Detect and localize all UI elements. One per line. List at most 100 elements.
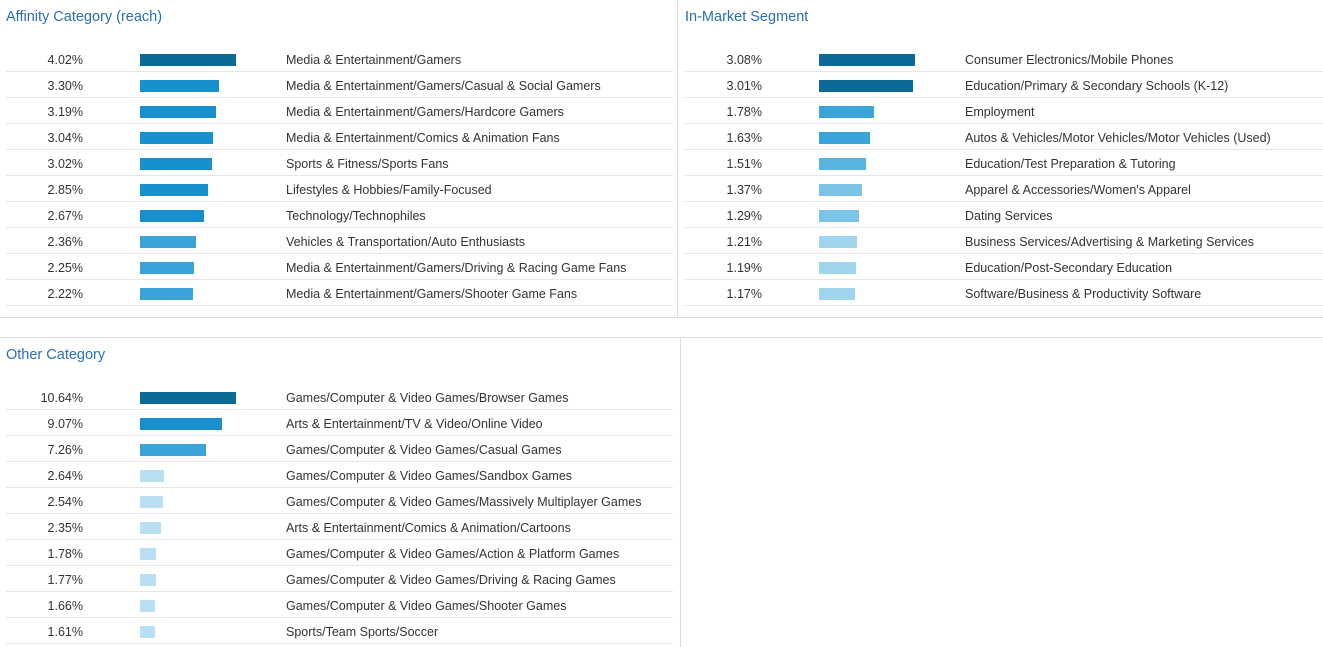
bar-mark <box>140 600 155 612</box>
table-row: 3.02% Sports & Fitness/Sports Fans <box>6 150 673 176</box>
bar-mark <box>819 132 870 144</box>
row-value: 1.29% <box>726 209 762 223</box>
bar-mark <box>819 262 856 274</box>
row-value: 2.85% <box>47 183 83 197</box>
divider-horizontal-2 <box>0 337 1323 338</box>
bar-mark <box>140 574 156 586</box>
row-category-label: Games/Computer & Video Games/Massively M… <box>286 495 642 509</box>
table-row: 1.19% Education/Post-Secondary Education <box>685 254 1323 280</box>
bar-mark <box>140 418 222 430</box>
other-category-title: Other Category <box>6 347 106 363</box>
affinity-category-rows: 4.02% Media & Entertainment/Gamers 3.30% Me… <box>6 46 673 306</box>
divider-vertical-bottom <box>680 338 681 647</box>
in-market-segment-rows: 3.08% Consumer Electronics/Mobile Phones 3… <box>685 46 1323 306</box>
row-category-label: Education/Post-Secondary Education <box>965 261 1173 275</box>
in-market-segment-panel: In-Market Segment 3.08% Consumer Electron… <box>679 0 1323 318</box>
table-row: 1.29% Dating Services <box>685 202 1323 228</box>
row-category-label: Lifestyles & Hobbies/Family-Focused <box>286 183 492 197</box>
bar-mark <box>140 184 208 196</box>
row-value: 2.67% <box>47 209 83 223</box>
row-value: 10.64% <box>40 391 83 405</box>
bar-mark <box>140 522 161 534</box>
row-category-label: Employment <box>965 105 1035 119</box>
bar-mark <box>819 54 915 66</box>
row-category-label: Sports & Fitness/Sports Fans <box>286 157 449 171</box>
table-row: 2.85% Lifestyles & Hobbies/Family-Focused <box>6 176 673 202</box>
table-row: 9.07% Arts & Entertainment/TV & Video/Onl… <box>6 410 673 436</box>
table-row: 2.35% Arts & Entertainment/Comics & Anima… <box>6 514 673 540</box>
row-category-label: Games/Computer & Video Games/Browser Gam… <box>286 391 569 405</box>
table-row: 2.54% Games/Computer & Video Games/Massiv… <box>6 488 673 514</box>
row-value: 4.02% <box>47 53 83 67</box>
table-row: 7.26% Games/Computer & Video Games/Casual… <box>6 436 673 462</box>
row-category-label: Media & Entertainment/Gamers <box>286 53 462 67</box>
table-row: 1.61% Sports/Team Sports/Soccer <box>6 618 673 644</box>
row-category-label: Arts & Entertainment/TV & Video/Online V… <box>286 417 543 431</box>
bar-mark <box>819 288 855 300</box>
table-row: 1.63% Autos & Vehicles/Motor Vehicles/Mot… <box>685 124 1323 150</box>
affinity-category-panel: Affinity Category (reach) 4.02% Media & E… <box>0 0 678 318</box>
row-value: 1.66% <box>47 599 83 613</box>
row-category-label: Consumer Electronics/Mobile Phones <box>965 53 1174 67</box>
row-category-label: Business Services/Advertising & Marketin… <box>965 235 1255 249</box>
bar-mark <box>140 444 206 456</box>
table-row: 3.30% Media & Entertainment/Gamers/Casual… <box>6 72 673 98</box>
row-value: 1.37% <box>726 183 762 197</box>
divider-vertical-top <box>677 0 678 318</box>
row-value: 3.04% <box>47 131 83 145</box>
other-category-panel: Other Category 10.64% Games/Computer & Vi… <box>0 338 680 647</box>
bar-mark <box>140 470 164 482</box>
row-category-label: Media & Entertainment/Gamers/Hardcore Ga… <box>286 105 564 119</box>
row-value: 2.22% <box>47 287 83 301</box>
affinity-category-title: Affinity Category (reach) <box>6 9 163 25</box>
table-row: 3.19% Media & Entertainment/Gamers/Hardco… <box>6 98 673 124</box>
in-market-segment-title: In-Market Segment <box>685 9 809 25</box>
table-row: 1.37% Apparel & Accessories/Women's Appar… <box>685 176 1323 202</box>
bar-mark <box>819 236 857 248</box>
table-row: 4.02% Media & Entertainment/Gamers <box>6 46 673 72</box>
bar-mark <box>819 158 866 170</box>
table-row: 10.64% Games/Computer & Video Games/Brows… <box>6 384 673 410</box>
row-value: 1.78% <box>47 547 83 561</box>
row-value: 9.07% <box>47 417 83 431</box>
table-row: 1.17% Software/Business & Productivity So… <box>685 280 1323 306</box>
bar-mark <box>140 106 216 118</box>
row-category-label: Education/Test Preparation & Tutoring <box>965 157 1176 171</box>
other-category-rows: 10.64% Games/Computer & Video Games/Brows… <box>6 384 673 644</box>
bar-mark <box>140 54 236 66</box>
row-category-label: Technology/Technophiles <box>286 209 426 223</box>
row-value: 3.08% <box>726 53 762 67</box>
divider-horizontal-1 <box>0 317 1323 318</box>
row-value: 2.64% <box>47 469 83 483</box>
row-category-label: Vehicles & Transportation/Auto Enthusias… <box>286 235 526 249</box>
row-category-label: Arts & Entertainment/Comics & Animation/… <box>286 521 571 535</box>
row-category-label: Education/Primary & Secondary Schools (K… <box>965 79 1229 93</box>
table-row: 1.66% Games/Computer & Video Games/Shoote… <box>6 592 673 618</box>
row-value: 1.17% <box>726 287 762 301</box>
table-row: 2.36% Vehicles & Transportation/Auto Enth… <box>6 228 673 254</box>
row-category-label: Media & Entertainment/Gamers/Casual & So… <box>286 79 601 93</box>
bar-mark <box>819 184 862 196</box>
row-category-label: Games/Computer & Video Games/Action & Pl… <box>286 547 620 561</box>
row-value: 1.77% <box>47 573 83 587</box>
row-value: 3.01% <box>726 79 762 93</box>
row-value: 1.63% <box>726 131 762 145</box>
row-value: 3.30% <box>47 79 83 93</box>
bar-mark <box>140 132 213 144</box>
bar-mark <box>140 262 194 274</box>
row-category-label: Media & Entertainment/Comics & Animation… <box>286 131 560 145</box>
table-row: 2.64% Games/Computer & Video Games/Sandbo… <box>6 462 673 488</box>
row-value: 1.78% <box>726 105 762 119</box>
bar-mark <box>140 392 236 404</box>
bar-mark <box>140 236 196 248</box>
bar-mark <box>819 106 874 118</box>
row-category-label: Media & Entertainment/Gamers/Shooter Gam… <box>286 287 578 301</box>
row-value: 2.36% <box>47 235 83 249</box>
row-value: 1.19% <box>726 261 762 275</box>
row-value: 2.35% <box>47 521 83 535</box>
table-row: 2.22% Media & Entertainment/Gamers/Shoote… <box>6 280 673 306</box>
table-row: 1.78% Employment <box>685 98 1323 124</box>
bar-mark <box>140 626 155 638</box>
table-row: 2.25% Media & Entertainment/Gamers/Drivin… <box>6 254 673 280</box>
bar-mark <box>140 548 156 560</box>
